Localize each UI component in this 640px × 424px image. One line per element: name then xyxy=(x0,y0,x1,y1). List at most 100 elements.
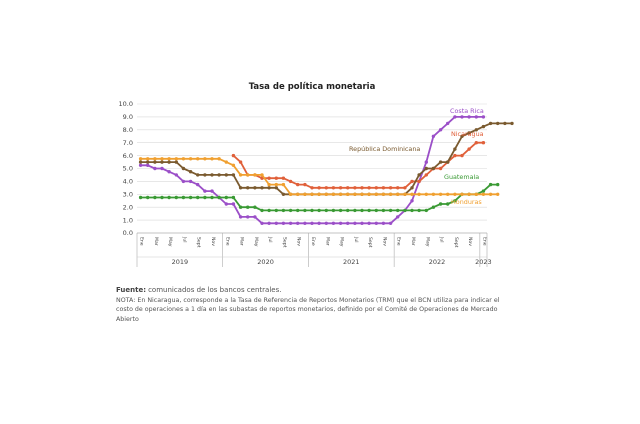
data-point xyxy=(403,186,407,190)
series-label: República Dominicana xyxy=(349,145,420,153)
x-tick-label: Jul xyxy=(353,236,359,243)
x-tick-label: Nov xyxy=(381,237,387,246)
data-point xyxy=(360,221,364,225)
data-point xyxy=(310,192,314,196)
data-point xyxy=(403,192,407,196)
data-point xyxy=(238,205,243,209)
data-point xyxy=(303,182,307,187)
data-point xyxy=(410,186,414,190)
data-point xyxy=(438,202,443,206)
data-point xyxy=(310,221,314,225)
data-point xyxy=(231,202,236,206)
data-point xyxy=(481,141,486,145)
data-point xyxy=(246,205,250,209)
y-tick-label: 3.0 xyxy=(123,191,133,199)
series-honduras xyxy=(138,157,500,196)
data-point xyxy=(360,208,364,213)
y-tick-label: 4.0 xyxy=(123,178,133,186)
series-label: Honduras xyxy=(451,198,482,206)
data-point xyxy=(174,157,178,161)
data-point xyxy=(267,176,271,180)
data-point xyxy=(203,173,207,177)
data-point xyxy=(360,192,364,196)
x-tick-label: Jul xyxy=(181,236,187,243)
data-point xyxy=(474,192,478,196)
data-point xyxy=(303,221,307,225)
data-point xyxy=(288,192,293,196)
data-point xyxy=(281,182,286,187)
data-point xyxy=(267,208,271,213)
data-point xyxy=(481,124,486,129)
data-point xyxy=(303,208,307,213)
y-tick-label: 2.0 xyxy=(123,203,133,211)
x-tick-label: Ene xyxy=(139,237,145,246)
data-point xyxy=(367,192,371,196)
x-tick-label: May xyxy=(424,237,430,247)
data-point xyxy=(481,192,486,196)
data-point xyxy=(388,221,393,225)
data-point xyxy=(267,221,271,225)
data-point xyxy=(446,160,450,164)
data-point xyxy=(153,157,157,161)
chart-notes: Fuente: comunicados de los bancos centra… xyxy=(116,286,516,324)
data-point xyxy=(217,173,221,177)
series-label: Nicaragua xyxy=(451,130,484,138)
data-point xyxy=(196,157,200,161)
data-point xyxy=(146,163,150,167)
data-point xyxy=(346,208,350,213)
data-point xyxy=(331,192,336,196)
data-point xyxy=(367,208,371,213)
data-point xyxy=(488,121,493,126)
x-tick-label: Sept xyxy=(196,237,202,248)
data-point xyxy=(424,173,428,177)
series-label: Costa Rica xyxy=(450,107,484,115)
data-point xyxy=(503,121,507,126)
data-point xyxy=(231,163,236,167)
x-tick-label: Ene xyxy=(396,237,402,246)
axes: 0.0 1.0 2.0 3.0 4.0 5.0 6.0 7.0 8.0 9.0 10.0 Ene Mar… xyxy=(119,100,492,267)
x-tick-label: Ene xyxy=(481,237,487,246)
data-point xyxy=(296,192,300,196)
data-point xyxy=(167,157,171,161)
data-point xyxy=(388,186,393,190)
data-point xyxy=(167,170,171,174)
data-point xyxy=(281,221,286,225)
data-point xyxy=(296,221,300,225)
x-tick-label: Mar xyxy=(239,237,245,246)
data-point xyxy=(281,176,286,180)
data-point xyxy=(231,195,236,200)
data-point xyxy=(146,195,150,200)
data-point xyxy=(167,195,171,200)
y-tick-label: 0.0 xyxy=(123,229,133,237)
data-point xyxy=(281,208,286,213)
year-label: 2020 xyxy=(257,258,274,266)
x-tick-label: Jul xyxy=(267,236,273,243)
data-point xyxy=(238,173,243,177)
data-point xyxy=(153,160,157,164)
data-point xyxy=(374,208,378,213)
data-point xyxy=(160,157,164,161)
data-point xyxy=(360,186,364,190)
data-point xyxy=(274,176,278,180)
data-point xyxy=(260,208,264,213)
data-point xyxy=(467,192,471,196)
data-point xyxy=(210,195,214,200)
data-point xyxy=(474,141,478,145)
data-point xyxy=(496,121,500,126)
source-label: Fuente: xyxy=(116,286,147,294)
data-point xyxy=(353,208,357,213)
data-point xyxy=(331,221,336,225)
data-point xyxy=(181,166,186,171)
data-point xyxy=(346,186,350,190)
data-point xyxy=(231,173,236,177)
data-point xyxy=(388,192,393,196)
data-point xyxy=(260,186,264,190)
x-tick-label: May xyxy=(339,237,345,247)
data-point xyxy=(417,173,421,177)
data-point xyxy=(274,221,278,225)
data-point xyxy=(453,147,457,151)
data-point xyxy=(381,221,386,225)
data-point xyxy=(374,221,378,225)
data-point xyxy=(203,195,207,200)
data-point xyxy=(367,186,371,190)
